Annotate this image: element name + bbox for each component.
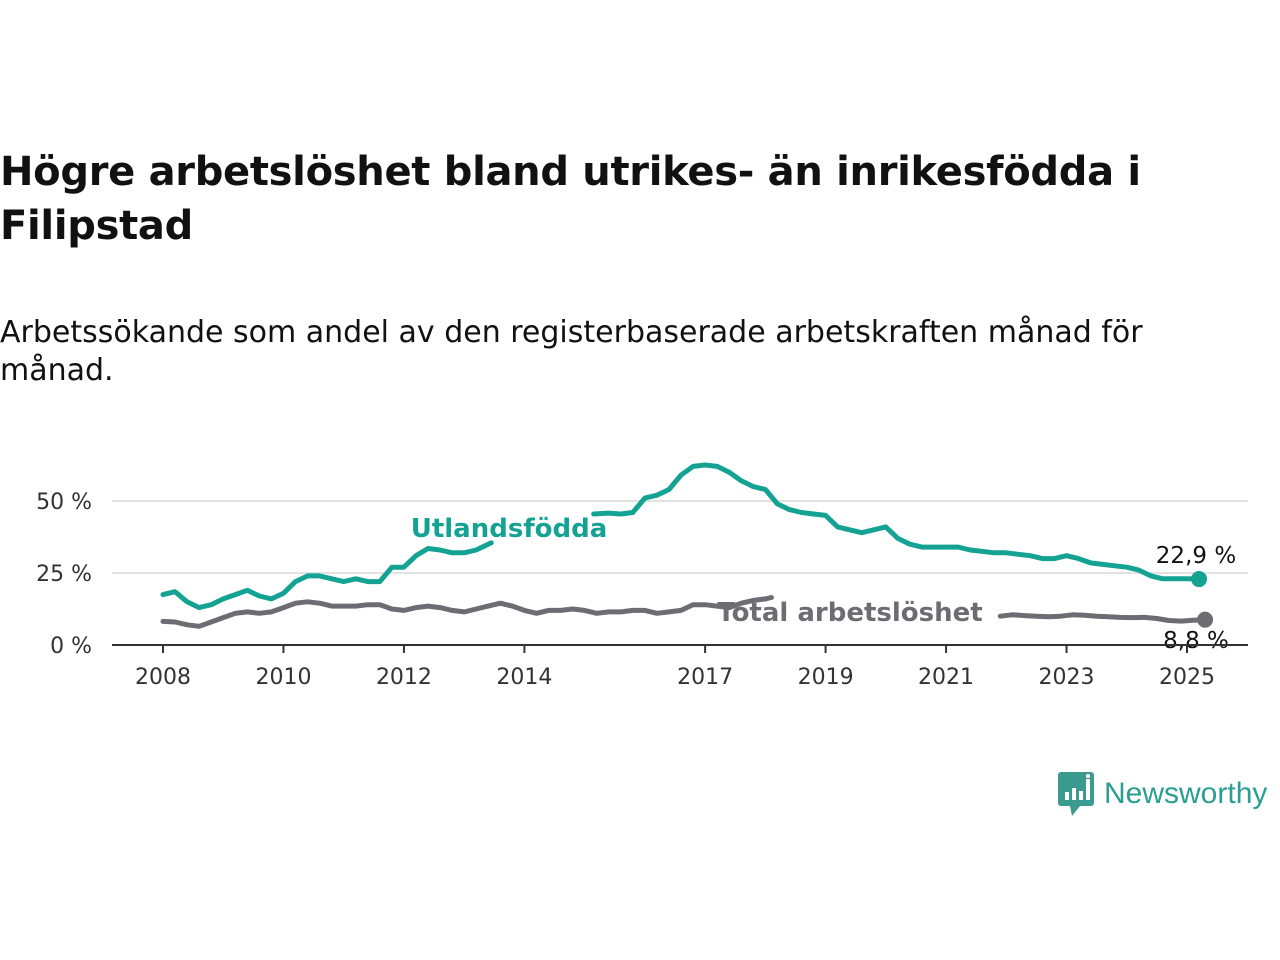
grid-lines	[112, 500, 1248, 574]
utlandsfodda-series-label: Utlandsfödda	[411, 514, 608, 544]
x-tick-label: 2014	[496, 665, 552, 690]
x-tick-label: 2010	[255, 665, 311, 690]
x-tick-label: 2012	[376, 665, 432, 690]
newsworthy-logo-text: Newsworthy	[1104, 777, 1268, 810]
x-tick-label: 2019	[798, 665, 854, 690]
x-tick-label: 2021	[918, 665, 974, 690]
total-arbetsloshet-end-label: 8,8 %	[1163, 628, 1229, 654]
newsworthy-logo-icon	[1058, 772, 1094, 816]
newsworthy-logo: Newsworthy	[1058, 772, 1267, 816]
utlandsfodda-end-dot	[1191, 571, 1208, 588]
utlandsfodda-line	[160, 540, 494, 611]
axes: 0 % 25 % 50 % 2008 2010 2012 2014 2017 2019 2021 2…	[36, 490, 1248, 690]
total-arbetsloshet-line	[997, 612, 1208, 624]
y-tick-label: 25 %	[36, 562, 92, 587]
total-arbetsloshet-end-dot	[1197, 611, 1214, 628]
x-tick-label: 2008	[135, 665, 191, 690]
series-lines	[160, 462, 1214, 629]
utlandsfodda-end-label: 22,9 %	[1156, 543, 1236, 569]
x-tick-label: 2017	[677, 665, 733, 690]
total-arbetsloshet-series-label: Total arbetslöshet	[717, 598, 982, 628]
total-arbetsloshet-line	[160, 595, 774, 629]
x-tick-label: 2023	[1039, 665, 1095, 690]
y-tick-label: 50 %	[36, 490, 92, 515]
series-labels: Utlandsfödda Total arbetslöshet 22,9 % 8,8 …	[411, 514, 1236, 654]
chart-subtitle: Arbetssökande som andel av den registerb…	[0, 315, 1143, 388]
utlandsfodda-line	[591, 462, 1202, 582]
y-tick-label: 0 %	[50, 634, 92, 659]
chart-title: Högre arbetslöshet bland utrikes- än inr…	[0, 149, 1141, 249]
x-tick-label: 2025	[1159, 665, 1215, 690]
